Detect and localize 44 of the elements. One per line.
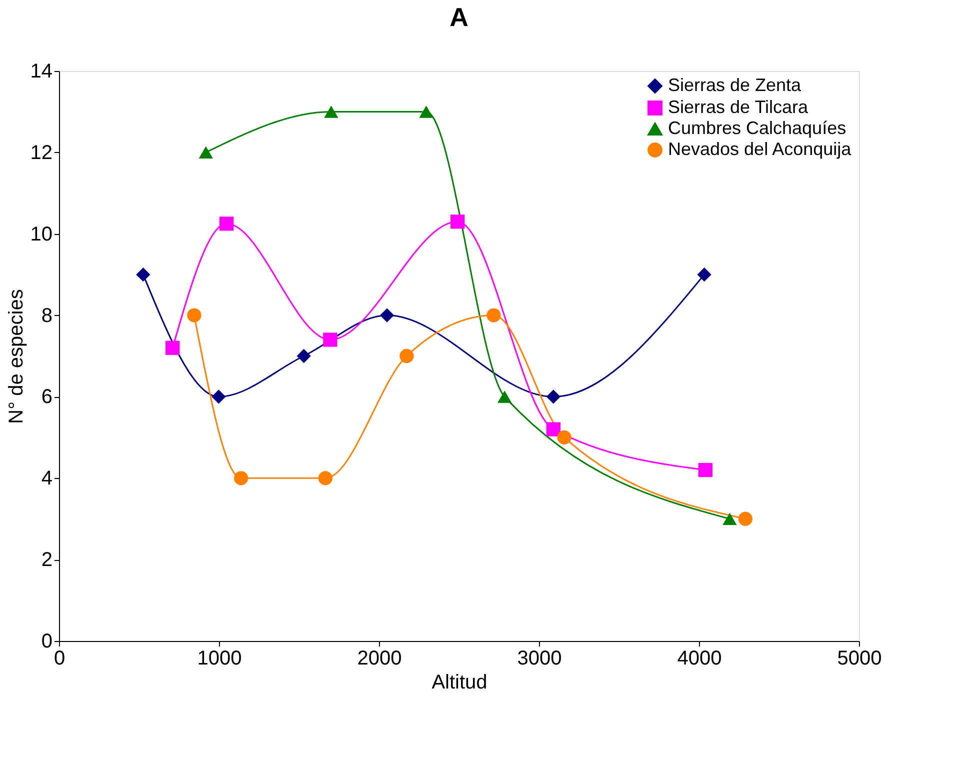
- point: [697, 268, 712, 282]
- x-tick-label: 3000: [517, 648, 562, 670]
- point: [198, 146, 213, 159]
- point: [136, 268, 150, 282]
- x-tick-label: 1000: [197, 648, 242, 670]
- point: [557, 430, 572, 444]
- point: [498, 390, 512, 403]
- point: [738, 512, 752, 526]
- y-tick-label: 8: [41, 304, 52, 327]
- point: [722, 512, 737, 525]
- y-tick-label: 14: [30, 60, 52, 82]
- point: [212, 390, 226, 404]
- x-tick-label: 5000: [837, 648, 882, 670]
- point: [219, 216, 234, 231]
- y-tick-label: 6: [41, 386, 52, 408]
- legend-label: Sierras de Tilcara: [668, 97, 810, 117]
- point: [486, 308, 501, 322]
- point: [546, 390, 560, 404]
- legend-label: Cumbres Calchaquíes: [668, 118, 846, 138]
- chart-title: A: [450, 2, 469, 32]
- point: [323, 332, 338, 347]
- y-tick-label: 2: [41, 549, 52, 572]
- y-axis-title: N° de especies: [5, 289, 28, 424]
- x-tick-label: 4000: [677, 648, 722, 670]
- point: [450, 214, 465, 229]
- y-tick-label: 0: [41, 630, 52, 652]
- x-axis-title: Altitud: [432, 672, 488, 694]
- point: [166, 340, 180, 355]
- point: [698, 462, 712, 478]
- y-tick-label: 12: [30, 142, 52, 164]
- legend-label: Sierras de Zenta: [668, 75, 802, 95]
- point: [324, 106, 338, 118]
- point: [380, 308, 394, 322]
- point: [296, 348, 311, 364]
- point: [400, 348, 414, 364]
- point: [419, 106, 434, 118]
- point: [187, 308, 202, 322]
- y-tick-label: 10: [30, 223, 52, 246]
- y-tick-label: 4: [41, 468, 52, 490]
- point: [318, 471, 332, 486]
- x-tick-label: 2000: [357, 648, 402, 670]
- legend-label: Nevados del Aconquija: [668, 139, 852, 159]
- point: [546, 422, 560, 436]
- point: [234, 471, 248, 486]
